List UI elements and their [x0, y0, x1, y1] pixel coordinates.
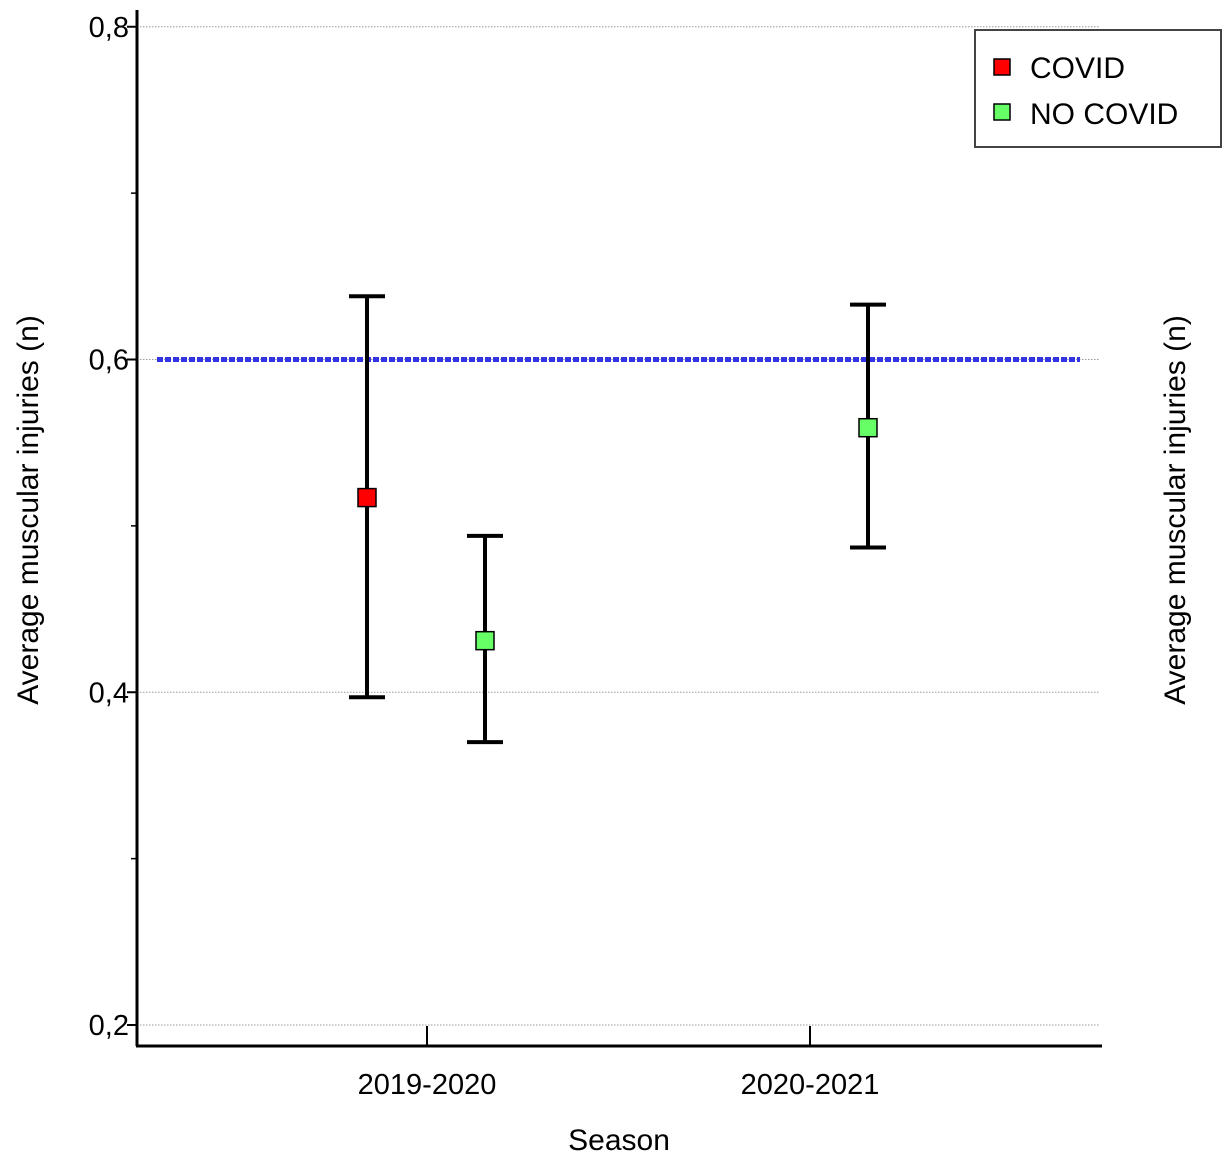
gridlines — [140, 26, 1100, 1026]
error-bars — [349, 294, 886, 745]
y-tick-label: 0,4 — [89, 677, 129, 709]
y-tick-label: 0,6 — [89, 345, 129, 377]
y-tick-label: 0,2 — [89, 1010, 129, 1042]
legend-swatch-no-covid — [993, 103, 1011, 121]
x-tick-label: 2020-2021 — [741, 1069, 880, 1101]
y-axis-title: Average muscular injuries (n) — [12, 315, 45, 705]
data-point — [858, 417, 878, 438]
data-point — [475, 630, 495, 651]
x-axis-title: Season — [568, 1124, 670, 1157]
legend-swatch-covid — [993, 58, 1011, 76]
legend: COVID NO COVID — [974, 29, 1222, 148]
data-point — [357, 487, 377, 508]
legend-label-no-covid: NO COVID — [1030, 98, 1178, 131]
legend-label-covid: COVID — [1030, 52, 1125, 85]
axes: 0,20,40,60,81,01,21,41,62019-20202020-20… — [89, 10, 1102, 1101]
y-tick-label: 0,8 — [89, 12, 129, 44]
legend-box — [974, 29, 1222, 148]
data-markers — [357, 417, 878, 651]
x-tick-label: 2019-2020 — [358, 1069, 497, 1101]
y-axis-title-right: Average muscular injuries (n) — [1159, 315, 1192, 705]
